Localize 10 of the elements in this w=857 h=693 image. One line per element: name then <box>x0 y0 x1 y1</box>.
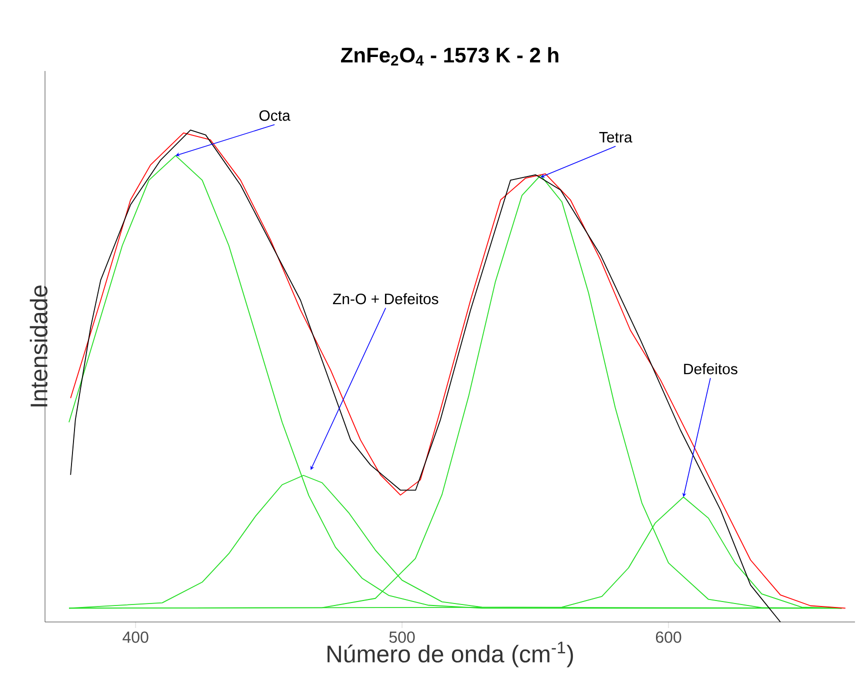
annotation: Octa <box>259 110 290 121</box>
x-tick-label: 400 <box>122 632 148 643</box>
annotation: Zn-O + Defeitos <box>332 293 438 304</box>
annotation: Defeitos <box>684 363 738 374</box>
chart-title: ZnFe$_{2}$O$_{4}$ - 1573 K - 2 h <box>341 47 558 66</box>
annotation: Tetra <box>599 132 632 143</box>
x-tick-label: 600 <box>656 632 682 643</box>
x-axis-title: Número de onda (cm$^{-1}$) <box>328 642 573 668</box>
x-tick-label: 500 <box>389 632 415 643</box>
y-axis-title: Intensidade <box>30 286 48 406</box>
